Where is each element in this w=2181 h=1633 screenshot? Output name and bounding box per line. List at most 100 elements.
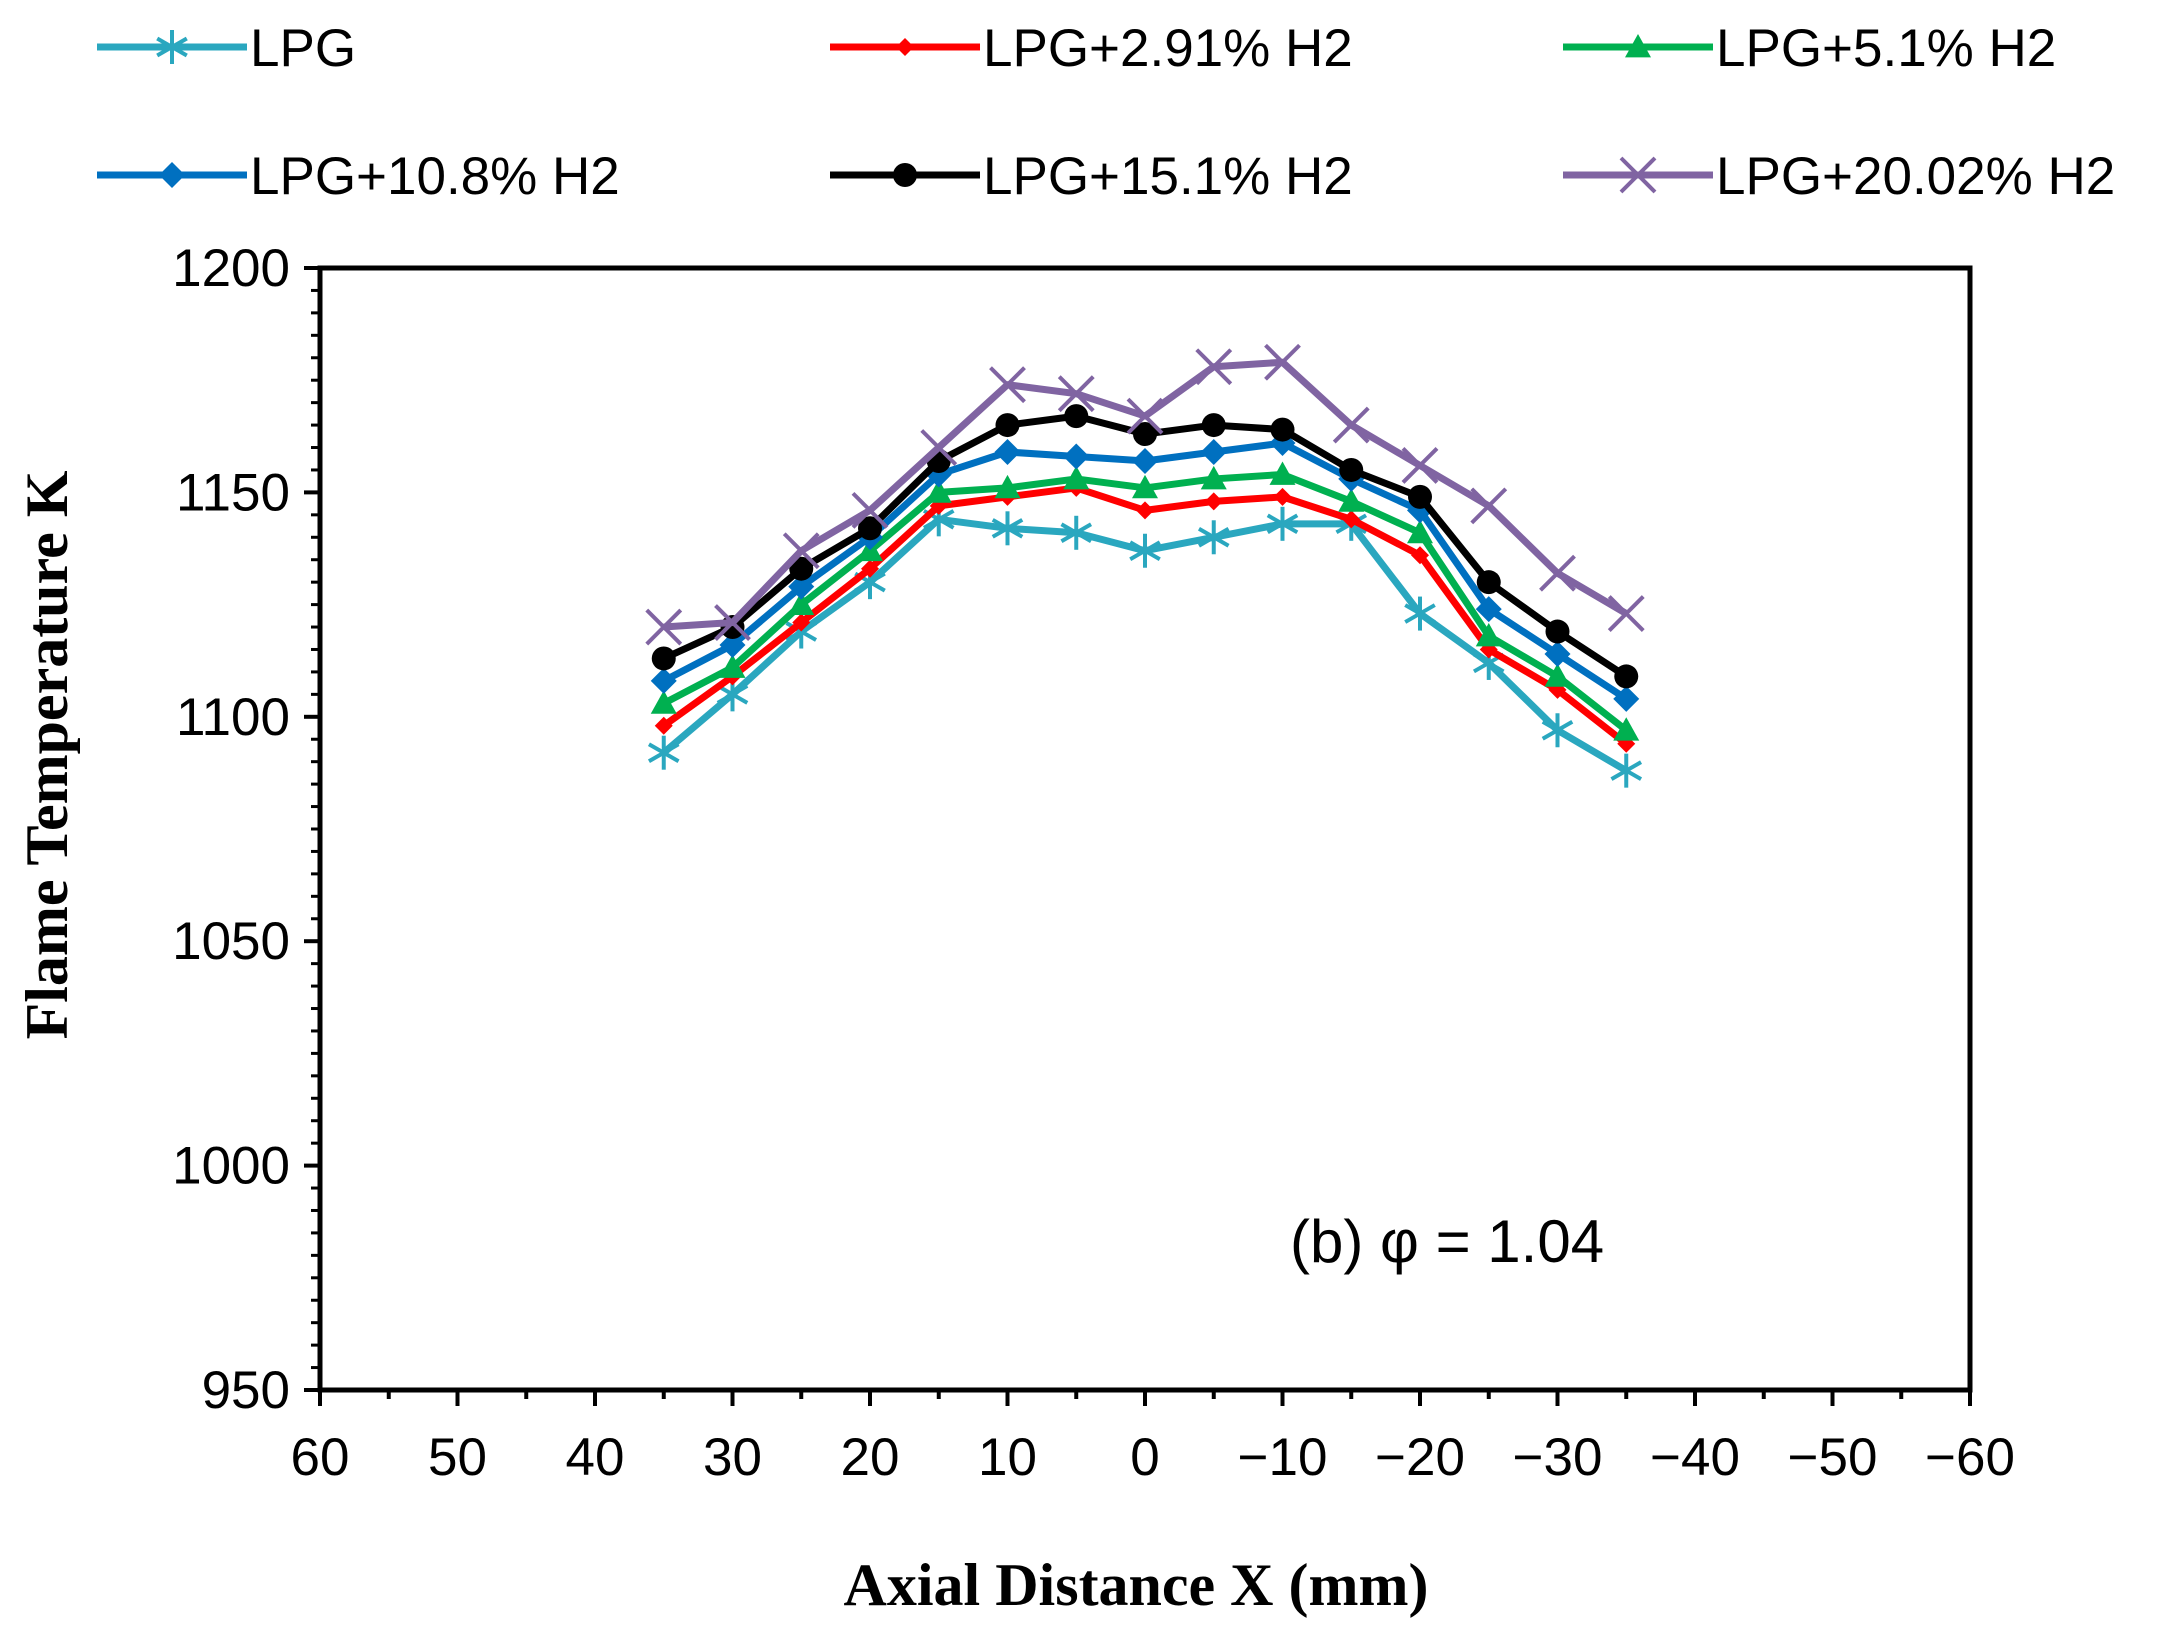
series-point: [1064, 404, 1089, 429]
legend-label: LPG+10.8% H2: [250, 147, 620, 206]
series-point: [1270, 417, 1295, 442]
series-point: [782, 532, 820, 570]
series-point: [647, 735, 680, 770]
series-point: [851, 491, 889, 529]
series-point: [1544, 663, 1571, 687]
x-tick-label: 30: [703, 1428, 762, 1487]
series-point: [1269, 461, 1296, 485]
x-tick-label: 40: [566, 1428, 625, 1487]
x-tick-label: 0: [1130, 1428, 1159, 1487]
x-tick-label: −30: [1513, 1428, 1603, 1487]
x-tick-label: 60: [291, 1428, 350, 1487]
series-point: [1126, 397, 1164, 435]
series-point: [792, 613, 811, 632]
series-point: [1200, 465, 1227, 490]
axis-ticks: 60 50 40 30 20 10 0 −10 −20 −30 −40 −50 −60 950 1000 10…: [172, 239, 2015, 1487]
series-point: [650, 690, 677, 714]
series-point: [1132, 474, 1158, 499]
legend-label: LPG+20.02% H2: [1716, 147, 2115, 206]
legend-item: LPG+15.1% H2: [830, 147, 1353, 206]
legend-item: LPG+2.91% H2: [830, 19, 1353, 78]
series-line: [661, 484, 1629, 747]
series-point: [789, 556, 814, 581]
series-point: [788, 591, 815, 615]
series-point: [1063, 465, 1090, 490]
series-point: [1132, 447, 1158, 474]
series-point: [1195, 348, 1233, 386]
series-point: [896, 38, 914, 56]
series-point: [1475, 596, 1502, 623]
x-axis-label: Axial Distance X (mm): [844, 1552, 1429, 1618]
series-point: [1613, 717, 1640, 741]
y-tick-label: 950: [202, 1361, 290, 1420]
series-point: [1201, 413, 1226, 438]
series-point: [994, 439, 1021, 466]
series-point: [650, 667, 677, 694]
series-point: [1544, 640, 1571, 667]
series-point: [1607, 595, 1645, 632]
x-tick-label: 50: [428, 1428, 487, 1487]
x-tick-label: −60: [1925, 1428, 2015, 1487]
series-point: [719, 631, 746, 658]
series-point: [1610, 753, 1643, 788]
series-point: [159, 162, 185, 188]
series-point: [719, 654, 746, 678]
series-point: [1408, 484, 1432, 509]
series-point: [1539, 554, 1576, 592]
x-tick-label: 10: [978, 1428, 1037, 1487]
series-point: [1541, 713, 1574, 748]
annotation: (b) φ = 1.04: [1290, 1208, 1604, 1275]
legend-item: LPG: [97, 19, 356, 78]
series-group: [645, 343, 1645, 788]
legend-label: LPG+5.1% H2: [1716, 19, 2056, 78]
series-point: [1476, 570, 1501, 595]
series-point: [645, 608, 683, 646]
x-tick-label: −50: [1788, 1428, 1878, 1487]
series-point: [156, 30, 188, 64]
series-point: [1200, 439, 1227, 466]
series-point: [991, 511, 1024, 546]
series-point: [1613, 685, 1640, 712]
series-point: [1619, 156, 1657, 194]
legend-label: LPG+15.1% H2: [983, 147, 1353, 206]
series-point: [1338, 488, 1365, 512]
series-point: [1411, 546, 1429, 565]
series: [645, 343, 1645, 646]
series: [651, 404, 1639, 689]
series-point: [1342, 510, 1361, 529]
series-point: [1204, 492, 1223, 511]
series-point: [1401, 447, 1439, 484]
series: [650, 461, 1640, 741]
x-tick-label: 20: [841, 1428, 900, 1487]
series-point: [1404, 596, 1436, 631]
series-point: [893, 163, 917, 187]
series-point: [925, 479, 952, 503]
x-tick-label: −40: [1650, 1428, 1740, 1487]
y-tick-label: 1200: [172, 239, 290, 298]
legend-item: LPG+20.02% H2: [1563, 147, 2115, 206]
legend-item: LPG+5.1% H2: [1563, 19, 2056, 78]
y-tick-label: 1150: [176, 463, 290, 522]
series-point: [861, 559, 879, 578]
y-tick-label: 1050: [172, 912, 290, 971]
series-point: [1470, 487, 1508, 525]
x-tick-label: −20: [1375, 1428, 1465, 1487]
series-point: [714, 604, 751, 641]
series-point: [1339, 457, 1364, 482]
legend-label: LPG: [250, 19, 356, 78]
series-point: [651, 646, 676, 671]
y-tick-label: 1100: [176, 688, 290, 747]
series-point: [1129, 533, 1161, 568]
legend: LPG LPG+2.91% H2 LPG+5.1% H2 LPG+10.8% H2 LP…: [97, 19, 2115, 206]
series-point: [1614, 664, 1639, 689]
series-point: [1060, 515, 1093, 550]
series-point: [858, 516, 882, 541]
series-point: [654, 716, 673, 735]
series-point: [1332, 406, 1370, 444]
series-point: [1264, 343, 1301, 381]
series-point: [995, 413, 1020, 438]
series-point: [1545, 619, 1570, 644]
series-point: [1133, 422, 1157, 447]
legend-label: LPG+2.91% H2: [983, 19, 1353, 78]
series-point: [1136, 501, 1154, 520]
